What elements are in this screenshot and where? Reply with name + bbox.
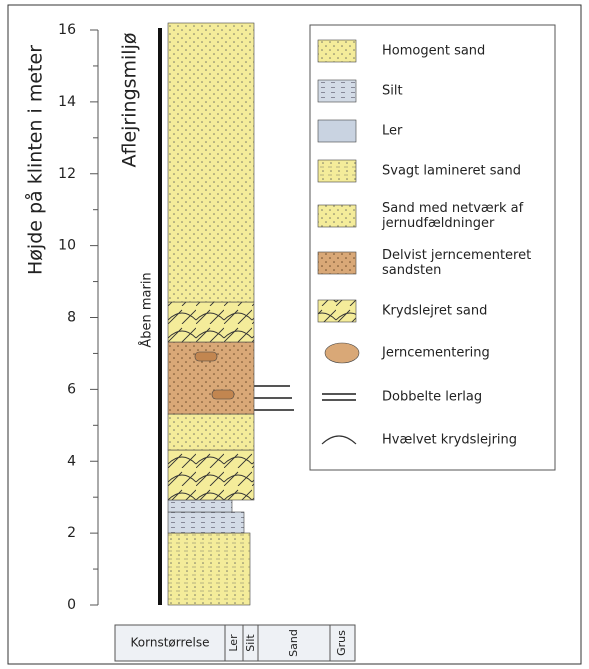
layer <box>168 23 254 302</box>
y-tick-label: 10 <box>58 238 76 254</box>
legend-label: Ler <box>382 124 403 139</box>
layer <box>168 302 254 342</box>
y-tick-label: 16 <box>58 22 76 38</box>
legend-swatch <box>318 80 356 102</box>
y-tick-label: 8 <box>67 310 76 326</box>
geologic-log: Højde på klinten i meter 0 2 4 6 8 10 12 14 16 A… <box>0 0 589 669</box>
layer <box>168 533 250 605</box>
y-tick-label: 12 <box>58 166 76 182</box>
clay-lines <box>254 386 294 410</box>
legend-label: Jerncementering <box>381 346 490 361</box>
y-tick-label: 4 <box>67 453 76 469</box>
y-tick-label: 2 <box>67 525 76 541</box>
legend-label: sandsten <box>382 263 441 278</box>
legend-label: Silt <box>382 84 403 99</box>
legend-swatch <box>325 343 359 363</box>
legend-label: jernudfældninger <box>381 216 495 231</box>
environment-header: Aflejringsmiljø <box>119 33 141 168</box>
legend-label: Hvælvet krydslejring <box>382 433 517 448</box>
legend-swatch <box>318 40 356 62</box>
legend-label: Svagt lamineret sand <box>382 164 521 179</box>
legend-swatch <box>318 300 356 322</box>
grain-size-title: Kornstørrelse <box>131 636 210 650</box>
y-tick-label: 0 <box>67 597 76 613</box>
grain-class: Grus <box>335 630 348 656</box>
axis-label: Højde på klinten i meter <box>24 45 47 275</box>
layer <box>168 414 254 450</box>
layer <box>168 512 244 533</box>
legend-label: Sand med netværk af <box>382 201 524 216</box>
legend-swatch <box>318 120 356 142</box>
layer <box>168 500 232 512</box>
environment-label: Åben marin <box>139 272 155 347</box>
legend-label: Krydslejret sand <box>382 304 487 319</box>
layer <box>168 450 254 500</box>
legend-label: Dobbelte lerlag <box>382 390 482 405</box>
y-tick-label: 6 <box>67 381 76 397</box>
legend-swatch <box>318 252 356 274</box>
y-tick-label: 14 <box>58 94 76 110</box>
cement <box>195 352 217 361</box>
grain-class: Ler <box>227 634 240 652</box>
legend-label: Delvist jerncementeret <box>382 248 531 263</box>
grain-class: Silt <box>244 634 257 652</box>
legend-swatch <box>318 205 356 227</box>
grain-class: Sand <box>287 629 300 657</box>
legend-label: Homogent sand <box>382 44 485 59</box>
cement <box>212 390 234 399</box>
legend-swatch <box>318 160 356 182</box>
column <box>168 23 294 605</box>
